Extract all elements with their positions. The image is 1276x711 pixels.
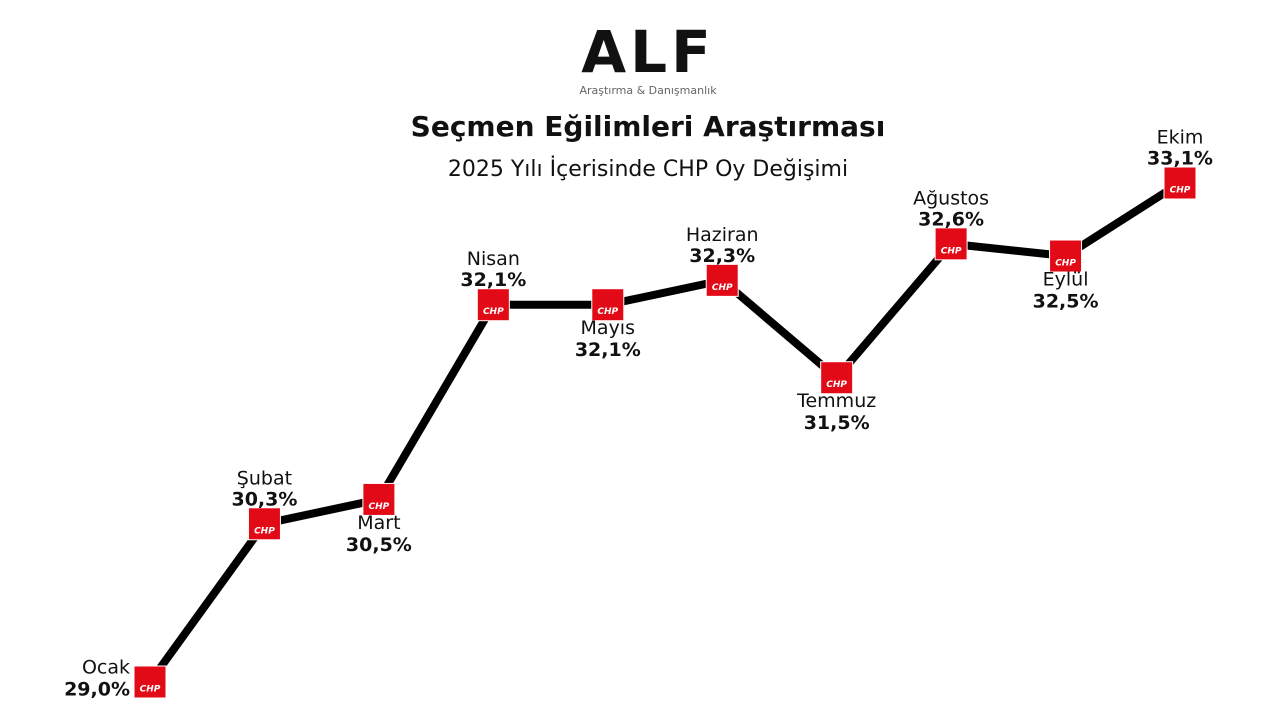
category-label: Temmuz <box>796 390 876 412</box>
marker: CHP <box>476 288 510 322</box>
value-label: 32,1% <box>460 269 526 291</box>
value-label: 33,1% <box>1147 148 1213 170</box>
point-marker <box>247 507 281 541</box>
data-line <box>146 179 1183 685</box>
category-label: Ocak <box>82 657 130 679</box>
chart-subtitle: 2025 Yılı İçerisinde CHP Oy Değişimi <box>448 156 848 182</box>
marker-text: CHP <box>483 307 504 317</box>
value-label: 29,0% <box>64 679 130 701</box>
marker-text: CHP <box>1170 186 1191 196</box>
category-label: Haziran <box>686 224 759 246</box>
logo-name: ALF <box>581 18 714 86</box>
category-label: Nisan <box>467 248 520 270</box>
marker: CHP <box>820 361 854 395</box>
value-label: 31,5% <box>804 412 870 434</box>
point-marker <box>591 288 625 322</box>
marker-text: CHP <box>826 380 847 390</box>
logo-tagline: Araştırma & Danışmanlık <box>579 84 717 97</box>
marker-text: CHP <box>254 526 275 536</box>
marker: CHP <box>934 227 968 261</box>
marker: CHP <box>133 665 167 699</box>
category-label: Ekim <box>1157 127 1204 149</box>
point-marker <box>1049 239 1083 273</box>
marker-text: CHP <box>941 246 962 256</box>
marker: CHP <box>362 482 396 516</box>
point-marker <box>820 361 854 395</box>
point-marker <box>133 665 167 699</box>
marker-text: CHP <box>369 502 390 512</box>
category-label: Şubat <box>237 467 292 489</box>
marker-text: CHP <box>140 685 161 695</box>
value-label: 32,1% <box>575 339 641 361</box>
category-label: Eylül <box>1043 269 1089 291</box>
marker: CHP <box>1163 166 1197 200</box>
category-label: Mart <box>357 512 400 534</box>
value-label: 30,5% <box>346 534 412 556</box>
point-marker <box>1163 166 1197 200</box>
point-marker <box>362 482 396 516</box>
marker: CHP <box>247 507 281 541</box>
value-label: 32,3% <box>689 245 755 267</box>
point-marker <box>934 227 968 261</box>
marker-text: CHP <box>597 307 618 317</box>
marker: CHP <box>705 263 739 297</box>
point-marker <box>476 288 510 322</box>
chart-title: Seçmen Eğilimleri Araştırması <box>411 110 886 143</box>
marker: CHP <box>1049 239 1083 273</box>
marker-text: CHP <box>1055 259 1076 269</box>
category-label: Ağustos <box>913 187 989 209</box>
marker: CHP <box>591 288 625 322</box>
point-marker <box>705 263 739 297</box>
marker-text: CHP <box>712 283 733 293</box>
value-label: 30,3% <box>231 488 297 510</box>
value-label: 32,5% <box>1033 291 1099 313</box>
category-label: Mayıs <box>581 317 635 339</box>
value-label: 32,6% <box>918 208 984 230</box>
